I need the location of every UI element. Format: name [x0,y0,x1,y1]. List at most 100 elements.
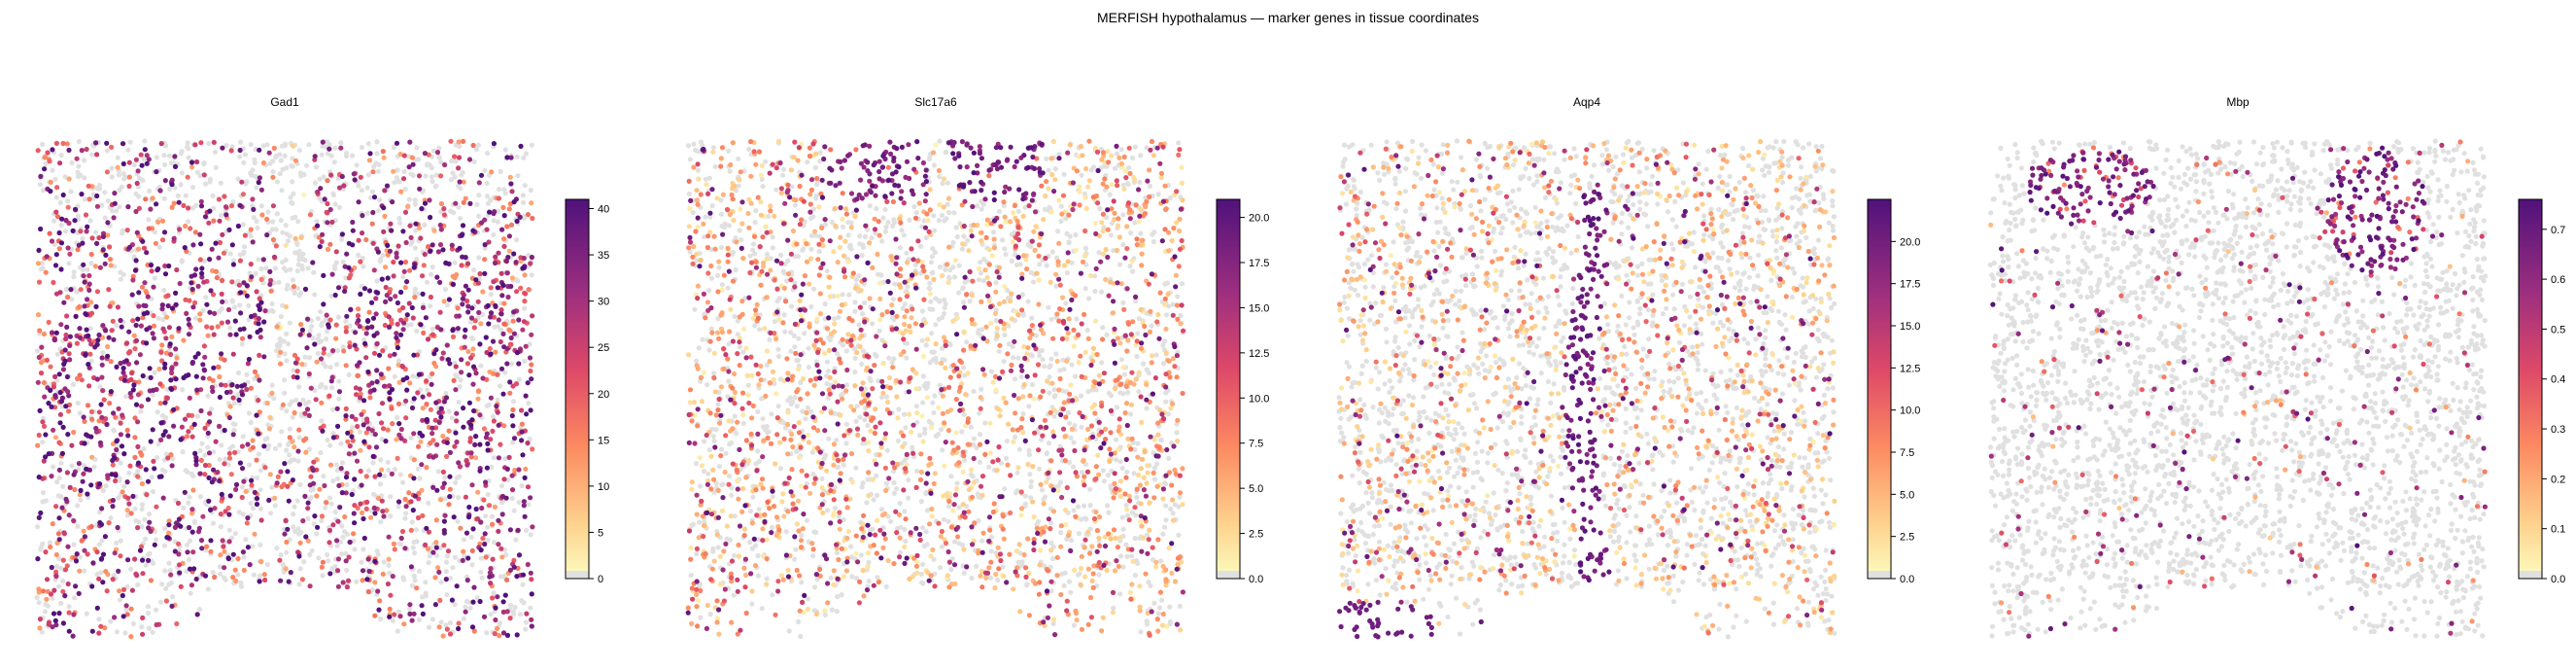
cell-point [233,332,239,337]
cell-point [185,140,190,146]
cell-point [1042,206,1048,212]
cell-point [82,568,87,574]
cell-point [516,467,522,473]
cell-point [507,379,513,385]
cell-point [456,400,462,406]
cell-point [462,344,467,350]
cell-point [69,159,75,165]
cell-point [482,257,488,263]
cell-point [508,341,514,347]
cell-point [173,301,179,307]
cell-point [197,471,203,476]
cell-point [314,531,320,537]
cell-point [351,531,357,537]
cell-point [346,275,352,281]
cell-point [189,280,194,286]
cell-point [35,442,41,448]
cell-point [494,404,499,409]
cell-point [482,541,488,547]
cell-point [315,336,321,342]
cell-point [395,609,402,615]
cell-point [295,219,301,225]
cell-point [292,360,299,366]
cell-point [107,303,113,309]
cell-point [258,468,263,474]
cell-point [852,370,858,375]
cell-point [151,284,156,290]
cell-point [701,370,707,375]
cell-point [194,159,200,165]
cell-point [979,538,985,544]
cell-point [947,341,953,348]
cell-point [1120,564,1126,570]
cell-point [475,299,481,304]
cell-point [160,326,166,332]
cell-point [753,208,759,214]
cell-point [256,431,261,437]
cell-point [477,598,483,605]
cell-point [135,460,142,466]
cell-point [444,592,450,598]
cell-point [757,327,763,333]
cell-point [853,277,859,283]
cell-point [363,506,369,512]
cell-point [429,326,435,332]
cell-point [769,411,774,417]
cell-point [207,410,213,416]
cell-point [437,279,443,285]
cell-point [1026,447,1032,453]
cell-point [166,263,172,269]
cell-point [496,455,501,461]
cell-point [961,300,967,305]
cell-point [503,495,509,501]
cell-point [367,151,373,157]
cell-point [496,250,501,256]
cell-point [298,322,304,328]
cell-point [489,169,495,175]
cell-point [58,460,64,466]
cell-point [365,556,371,562]
cell-point [1039,487,1046,493]
cell-point [469,547,475,554]
cell-point [139,502,146,508]
cell-point [456,620,462,626]
cell-point [162,525,168,532]
cell-point [54,377,60,383]
cell-point [227,404,233,409]
cell-point [194,387,200,393]
cell-point [1010,343,1015,349]
cell-point [1138,629,1144,635]
cell-point [365,369,371,375]
cell-point [843,382,850,388]
cell-point [359,559,364,565]
cell-point [300,251,306,257]
cell-point [66,147,72,153]
cell-point [456,139,462,145]
cell-point [293,239,300,245]
cell-point [707,612,713,617]
cell-point [229,535,235,541]
cell-point [1121,371,1127,377]
cell-point [780,268,786,274]
cell-point [357,429,362,435]
cell-point [378,256,384,262]
cell-point [745,382,751,388]
cell-point [813,195,819,201]
cell-point [436,419,442,425]
cell-point [933,322,939,328]
cell-point [401,621,407,627]
cell-point [770,494,775,500]
cell-point [412,578,418,583]
cell-point [1132,144,1138,150]
cell-point [38,266,45,272]
cell-point [176,562,183,568]
cell-point [403,511,409,516]
cell-point [776,296,782,301]
cell-point [805,159,810,165]
cell-point [243,181,249,187]
cell-point [303,534,309,540]
cell-point [56,440,62,445]
cell-point [427,162,432,168]
cell-point [978,260,983,265]
cell-point [257,377,262,383]
